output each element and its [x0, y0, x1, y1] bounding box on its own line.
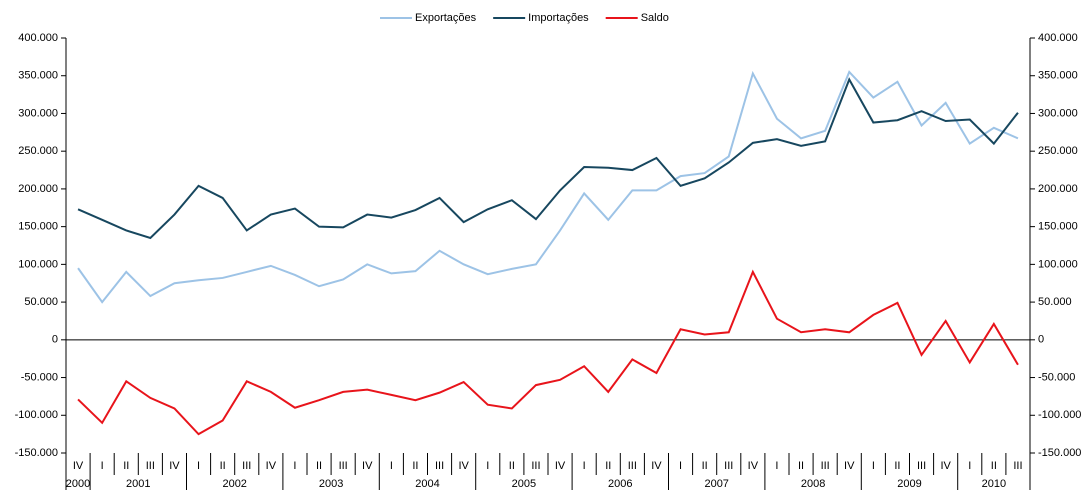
x-tick-label: III	[339, 460, 348, 472]
x-tick-label: I	[390, 460, 393, 472]
year-label: 2008	[801, 478, 825, 490]
x-tick-label: IV	[940, 460, 951, 472]
x-tick-label: IV	[748, 460, 759, 472]
x-tick-label: IV	[362, 460, 373, 472]
x-tick-label: I	[775, 460, 778, 472]
y2-tick-label: 150.000	[1038, 221, 1078, 233]
x-tick-label: II	[894, 460, 900, 472]
x-tick-label: I	[486, 460, 489, 472]
x-tick-label: I	[197, 460, 200, 472]
x-tick-label: II	[991, 460, 997, 472]
year-label: 2003	[319, 478, 343, 490]
x-tick-label: IV	[555, 460, 566, 472]
x-tick-label: I	[679, 460, 682, 472]
y2-tick-label: 100.000	[1038, 258, 1078, 270]
y-tick-label: 300.000	[18, 107, 58, 119]
x-tick-label: II	[316, 460, 322, 472]
y-tick-label: -150.000	[15, 447, 58, 459]
y2-tick-label: -50.000	[1038, 371, 1075, 383]
x-tick-label: IV	[73, 460, 84, 472]
x-tick-label: I	[872, 460, 875, 472]
x-tick-label: I	[968, 460, 971, 472]
y-tick-label: 200.000	[18, 183, 58, 195]
legend-label: Exportações	[415, 12, 477, 24]
legend-label: Importações	[528, 12, 589, 24]
x-tick-label: II	[509, 460, 515, 472]
y-tick-label: 50.000	[24, 296, 58, 308]
y-tick-label: -50.000	[21, 371, 58, 383]
y-tick-label: 250.000	[18, 145, 58, 157]
y-tick-label: 400.000	[18, 32, 58, 44]
x-tick-label: III	[146, 460, 155, 472]
y2-tick-label: 400.000	[1038, 32, 1078, 44]
year-label: 2010	[982, 478, 1006, 490]
x-tick-label: II	[220, 460, 226, 472]
x-tick-label: I	[101, 460, 104, 472]
y2-tick-label: 50.000	[1038, 296, 1072, 308]
x-tick-label: IV	[651, 460, 662, 472]
x-tick-label: II	[123, 460, 129, 472]
y2-tick-label: 300.000	[1038, 107, 1078, 119]
x-tick-label: II	[702, 460, 708, 472]
y2-tick-label: -150.000	[1038, 447, 1081, 459]
legend-label: Saldo	[641, 12, 669, 24]
year-label: 2000	[66, 478, 90, 490]
y2-tick-label: 0	[1038, 334, 1044, 346]
year-label: 2004	[415, 478, 439, 490]
y-tick-label: -100.000	[15, 409, 58, 421]
y2-tick-label: -100.000	[1038, 409, 1081, 421]
x-tick-label: IV	[169, 460, 180, 472]
x-tick-label: III	[917, 460, 926, 472]
x-tick-label: III	[435, 460, 444, 472]
x-tick-label: III	[1013, 460, 1022, 472]
year-label: 2005	[512, 478, 536, 490]
year-label: 2009	[897, 478, 921, 490]
y-tick-label: 350.000	[18, 70, 58, 82]
x-tick-label: I	[583, 460, 586, 472]
year-label: 2001	[126, 478, 150, 490]
x-tick-label: IV	[458, 460, 469, 472]
x-tick-label: II	[605, 460, 611, 472]
year-label: 2006	[608, 478, 632, 490]
x-tick-label: II	[798, 460, 804, 472]
series-line	[77, 70, 1019, 304]
x-tick-label: III	[821, 460, 830, 472]
y-tick-label: 0	[52, 334, 58, 346]
x-tick-label: I	[293, 460, 296, 472]
series-line	[77, 269, 1019, 436]
y2-tick-label: 250.000	[1038, 145, 1078, 157]
x-tick-label: III	[628, 460, 637, 472]
x-tick-label: III	[724, 460, 733, 472]
y2-tick-label: 350.000	[1038, 70, 1078, 82]
x-tick-label: II	[412, 460, 418, 472]
x-tick-label: IV	[844, 460, 855, 472]
y-tick-label: 100.000	[18, 258, 58, 270]
year-label: 2007	[704, 478, 728, 490]
x-tick-label: III	[531, 460, 540, 472]
x-tick-label: IV	[266, 460, 277, 472]
series-line	[77, 77, 1019, 240]
y-tick-label: 150.000	[18, 221, 58, 233]
y2-tick-label: 200.000	[1038, 183, 1078, 195]
x-tick-label: III	[242, 460, 251, 472]
year-label: 2002	[222, 478, 246, 490]
